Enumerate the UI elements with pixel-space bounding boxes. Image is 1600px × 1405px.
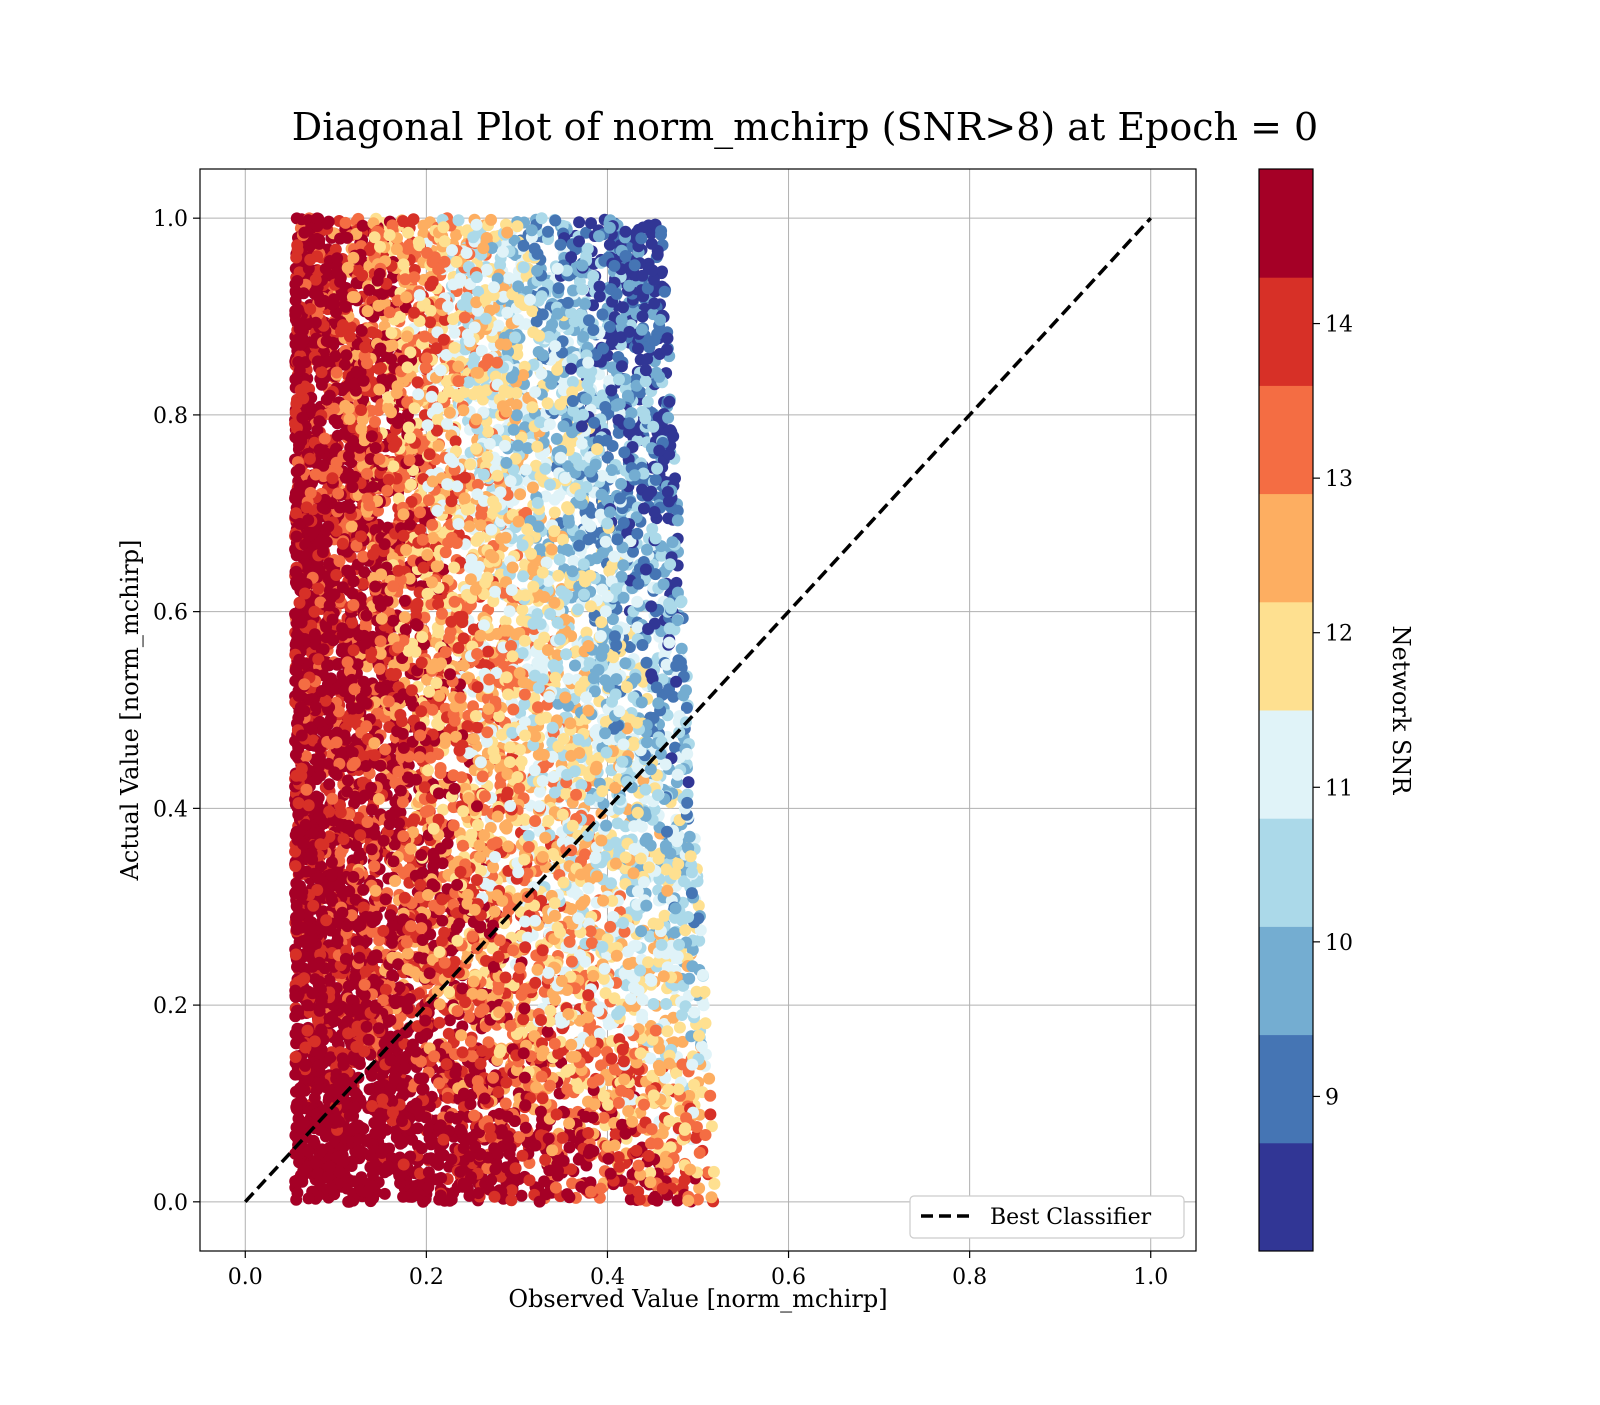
scatter-point [366,1070,378,1082]
scatter-point [684,831,696,843]
scatter-point [537,349,549,361]
scatter-point [500,1098,512,1110]
scatter-point [604,239,616,251]
scatter-point [636,1013,648,1025]
chart-title: Diagonal Plot of norm_mchirp (SNR>8) at … [292,105,1318,150]
scatter-point [578,558,590,570]
scatter-point [615,478,627,490]
scatter-point [481,264,493,276]
scatter-point [519,635,531,647]
scatter-point [540,712,552,724]
scatter-point [323,778,335,790]
scatter-point [516,604,528,616]
scatter-point [672,1195,684,1207]
scatter-point [507,562,519,574]
scatter-point [458,1088,470,1100]
scatter-point [660,998,672,1010]
scatter-point [703,1073,715,1085]
scatter-point [676,643,688,655]
scatter-point [551,433,563,445]
scatter-point [610,837,622,849]
scatter-point [516,614,528,626]
scatter-point [512,314,524,326]
scatter-point [504,605,516,617]
scatter-point [507,704,519,716]
scatter-point [549,672,561,684]
scatter-points [289,212,720,1208]
scatter-point [648,998,660,1010]
scatter-point [449,327,461,339]
scatter-point [648,298,660,310]
scatter-point [645,975,657,987]
scatter-point [568,555,580,567]
scatter-point [646,238,658,250]
scatter-point [692,912,704,924]
scatter-point [542,1026,554,1038]
scatter-point [576,438,588,450]
scatter-point [683,776,695,788]
